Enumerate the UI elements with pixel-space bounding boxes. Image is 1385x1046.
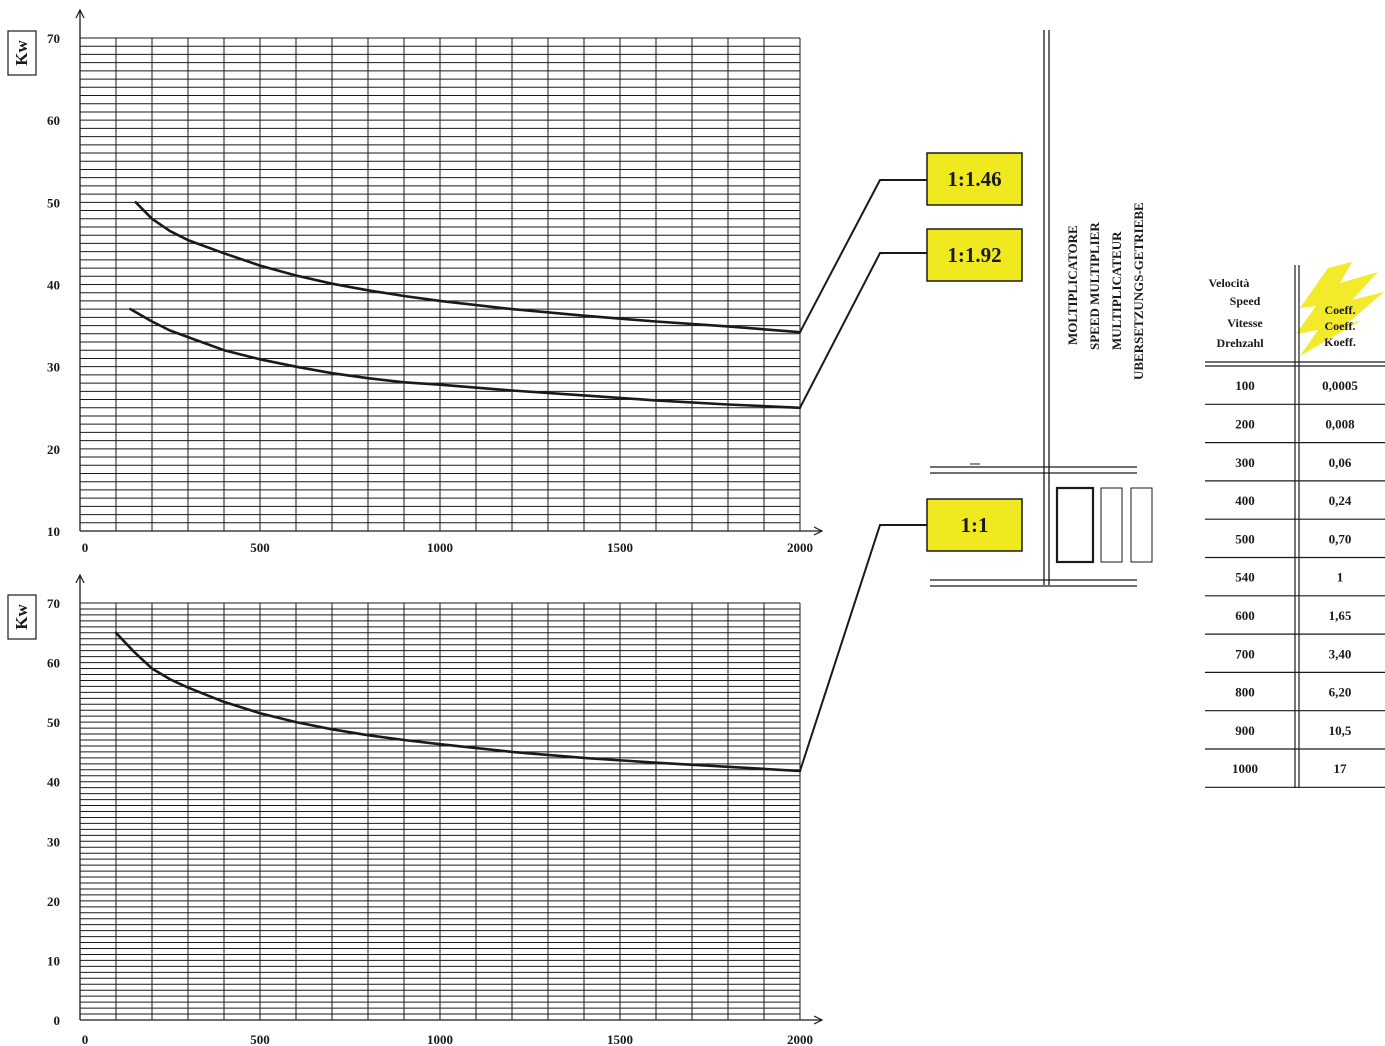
table-header-speed: Speed — [1230, 294, 1261, 308]
chart-top: 10 20 30 40 50 60 70 0 500 1000 1500 2000 Kw — [7, 8, 824, 555]
table-speed-cell: 500 — [1235, 531, 1255, 546]
gearbox-schematic: MOLTIPLICATORE SPEED MULTIPLIER MULTIPLICA… — [930, 30, 1153, 587]
table-speed-cell: 700 — [1235, 646, 1255, 661]
y-tick-label: 60 — [47, 113, 60, 128]
table-speed-cell: 540 — [1235, 570, 1255, 585]
table-coeff-cell: 0,24 — [1329, 493, 1352, 508]
table-coeff-cell: 17 — [1334, 761, 1348, 776]
table-header-speed: Vitesse — [1227, 316, 1263, 330]
table-coeff-cell: 1,65 — [1329, 608, 1352, 623]
table-speed-cell: 1000 — [1232, 761, 1258, 776]
ratio-leader-line — [799, 252, 927, 409]
ratio-label-box — [926, 228, 1023, 282]
y-axis-label-box: Kw — [7, 594, 37, 640]
x-tick-label: 1000 — [427, 1032, 453, 1046]
table-speed-cell: 400 — [1235, 493, 1255, 508]
y-tick-label: 30 — [47, 360, 60, 375]
y-axis-label: Kw — [12, 604, 31, 630]
ratio-leader-line — [799, 179, 927, 333]
y-axis-label-frame — [7, 594, 37, 640]
table-speed-cell: 600 — [1235, 608, 1255, 623]
y-tick-label: 20 — [47, 894, 60, 909]
y-tick-label: 40 — [47, 278, 60, 293]
y-tick-label: 40 — [47, 775, 60, 790]
table-coeff-cell: 0,008 — [1325, 416, 1355, 431]
table-coeff-cell: 6,20 — [1329, 685, 1352, 700]
y-tick-label: 60 — [47, 656, 60, 671]
table-speed-cell: 900 — [1235, 723, 1255, 738]
y-tick-label: 0 — [54, 1013, 61, 1028]
table-coeff-cell: 10,5 — [1329, 723, 1352, 738]
ratio-label: 1:1.92 — [947, 243, 1001, 267]
table-speed-cell: 800 — [1235, 685, 1255, 700]
y-axis-label-box: Kw — [7, 30, 37, 76]
x-tick-label: 500 — [250, 1032, 270, 1046]
header-highlight — [1296, 262, 1384, 356]
x-tick-label: 0 — [82, 1032, 89, 1046]
series-line-1-1-46 — [134, 201, 802, 334]
y-axis-arrow — [75, 8, 85, 19]
x-axis-arrow — [813, 1015, 824, 1025]
x-tick-label: 1500 — [607, 1032, 633, 1046]
gear-block-small — [1100, 487, 1123, 563]
ratio-label: 1:1 — [961, 513, 989, 537]
table-speed-cell: 200 — [1235, 416, 1255, 431]
y-axis-arrow — [75, 573, 85, 584]
y-tick-label: 10 — [47, 524, 60, 539]
table-speed-cell: 300 — [1235, 455, 1255, 470]
ratio-label-box — [926, 152, 1023, 206]
y-axis-label-frame — [7, 30, 37, 76]
gear-block-large — [1055, 486, 1095, 564]
table-coeff-cell: 3,40 — [1329, 646, 1352, 661]
y-tick-label: 10 — [47, 953, 60, 968]
chart-grid — [79, 602, 801, 1021]
y-tick-label: 50 — [47, 195, 60, 210]
table-header-coeff: Coeff. — [1325, 319, 1356, 333]
table-header-speed: Velocità — [1209, 276, 1250, 290]
ratio-label-box — [926, 498, 1023, 552]
y-tick-label: 30 — [47, 834, 60, 849]
ratio-leader-line — [799, 524, 927, 772]
x-tick-label: 1500 — [607, 540, 633, 555]
ratio-callouts: 1:1.46 1:1.92 1:1 — [799, 152, 1023, 772]
gear-block-small — [1130, 487, 1153, 563]
series-line-1-1-92 — [129, 307, 802, 410]
ratio-label: 1:1.46 — [947, 167, 1001, 191]
table-coeff-cell: 0,0005 — [1322, 378, 1358, 393]
series-line-1-1 — [114, 631, 802, 773]
speed-coefficient-table: Velocità Speed Vitesse Drehzahl Coeff. Coeff.… — [1205, 262, 1385, 788]
y-axis-label: Kw — [12, 40, 31, 66]
y-tick-label: 50 — [47, 715, 60, 730]
x-tick-label: 1000 — [427, 540, 453, 555]
y-tick-label: 20 — [47, 442, 60, 457]
table-header-speed: Drehzahl — [1216, 336, 1264, 350]
chart-grid — [79, 37, 801, 532]
table-coeff-cell: 0,06 — [1329, 455, 1352, 470]
table-coeff-cell: 1 — [1337, 570, 1344, 585]
y-tick-label: 70 — [47, 31, 60, 46]
y-tick-label: 70 — [47, 596, 60, 611]
table-coeff-cell: 0,70 — [1329, 531, 1352, 546]
x-tick-label: 500 — [250, 540, 270, 555]
x-tick-label: 2000 — [787, 1032, 813, 1046]
table-header-coeff: Coeff. — [1325, 303, 1356, 317]
multiplier-label-line: UBERSETZUNGS-GETRIEBE — [1131, 202, 1146, 380]
x-axis-arrow — [813, 526, 824, 536]
multiplier-label-line: SPEED MULTIPLIER — [1087, 222, 1102, 350]
table-speed-cell: 100 — [1235, 378, 1255, 393]
multiplier-label-line: MULTIPLICATEUR — [1109, 231, 1124, 350]
x-tick-label: 2000 — [787, 540, 813, 555]
x-tick-label: 0 — [82, 540, 89, 555]
chart-bottom: 0 10 20 30 40 50 60 70 0 500 1000 1500 2000 Kw — [7, 573, 824, 1046]
table-header-coeff: Koeff. — [1324, 335, 1356, 349]
multiplier-label-line: MOLTIPLICATORE — [1065, 225, 1080, 345]
